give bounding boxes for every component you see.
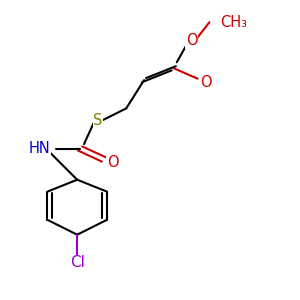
Text: S: S [93,113,103,128]
Text: HN: HN [29,141,50,156]
Text: CH₃: CH₃ [220,15,247,30]
Text: O: O [186,33,197,48]
Text: Cl: Cl [70,255,85,270]
Text: O: O [107,155,118,170]
Text: O: O [200,75,212,90]
